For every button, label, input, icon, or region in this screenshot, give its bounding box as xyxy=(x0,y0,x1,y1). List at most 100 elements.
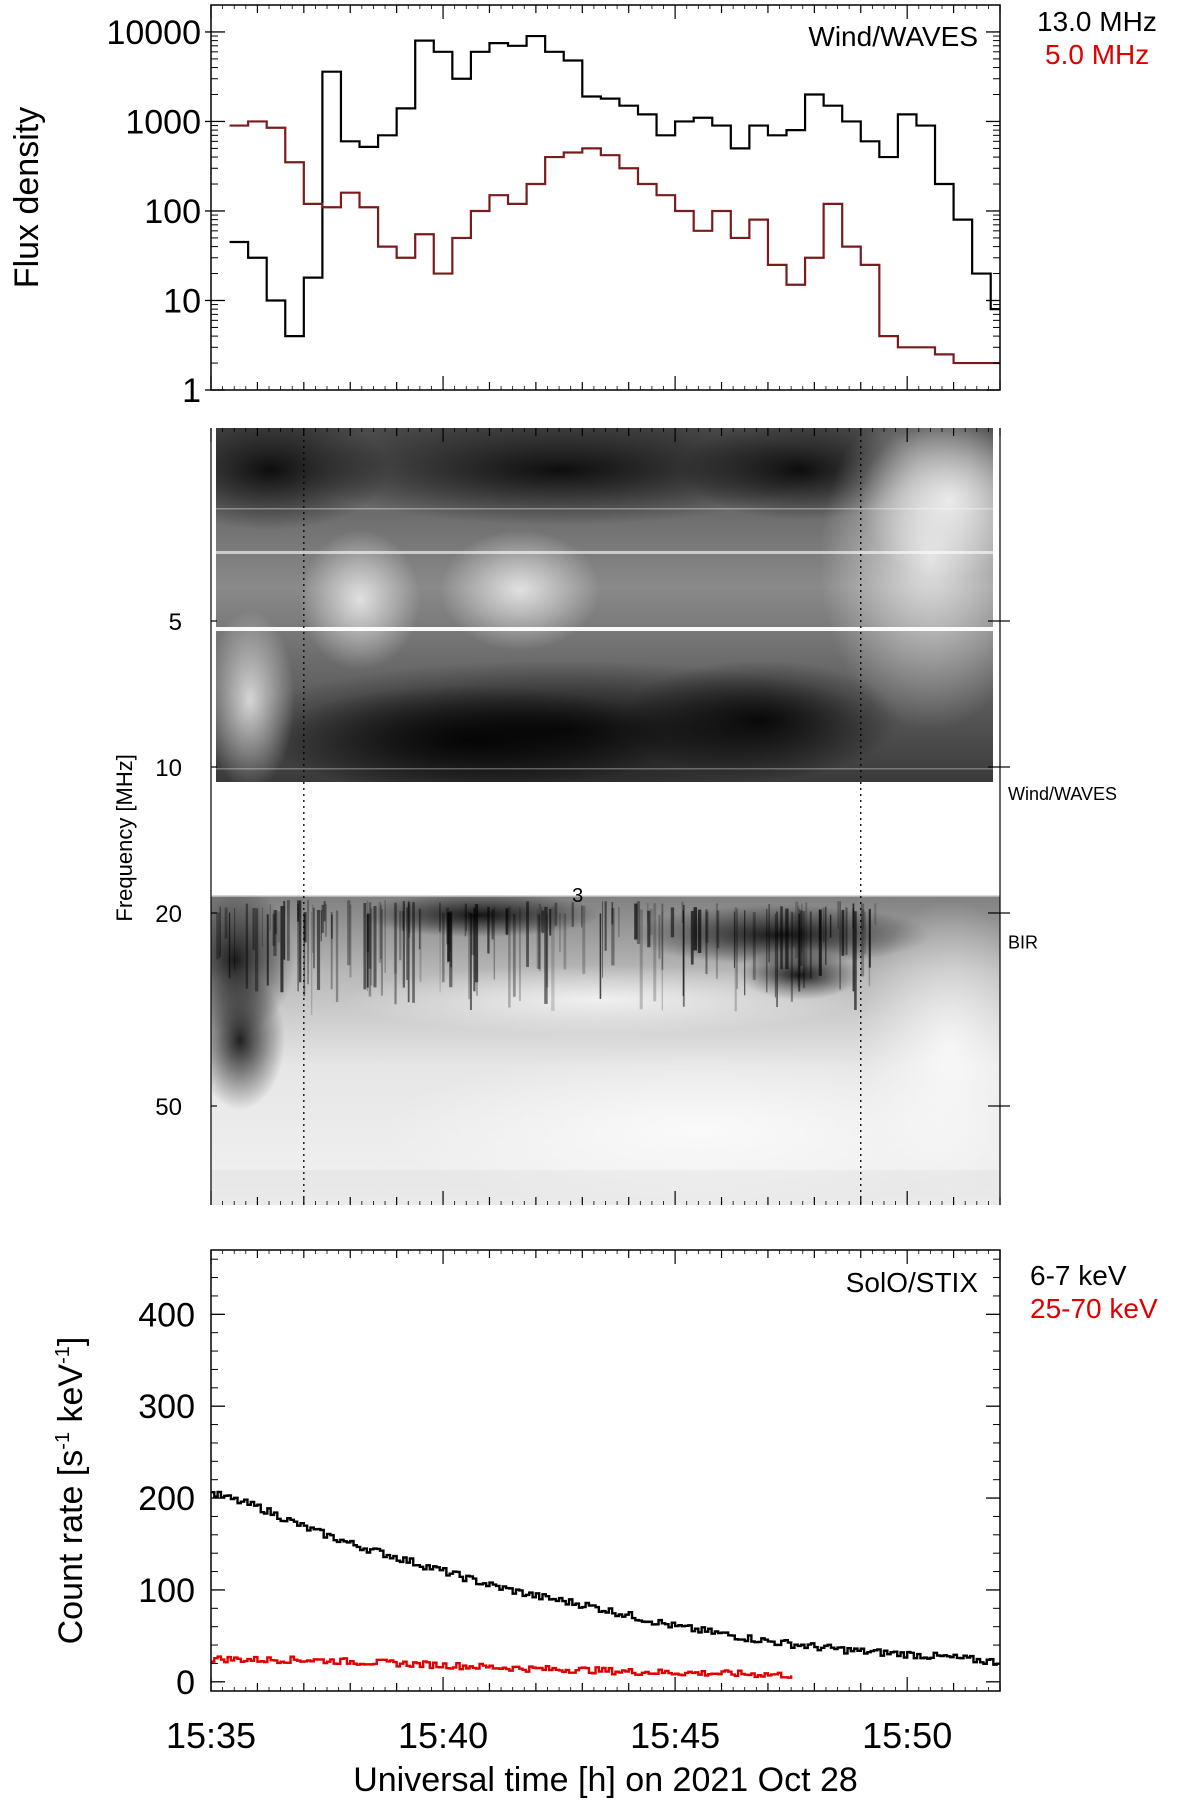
bir-burst-streak xyxy=(335,910,339,1002)
bir-burst-streak xyxy=(303,912,307,943)
bir-burst-streak xyxy=(228,912,231,979)
wind-waves-spectrogram xyxy=(216,428,993,782)
bir-burst-streak xyxy=(439,913,441,993)
bir-burst-streak xyxy=(407,901,410,1003)
bir-burst-streak xyxy=(744,910,746,996)
bir-burst-streak xyxy=(320,910,322,942)
count-y-tick-label: 300 xyxy=(138,1388,195,1426)
bir-burst-streak xyxy=(316,909,321,991)
ylabel-part-1: Count rate [s xyxy=(52,1450,90,1645)
bir-burst-streak xyxy=(471,913,475,956)
bir-burst-streak xyxy=(518,907,521,1002)
ylabel-sup-1: -1 xyxy=(52,1432,74,1450)
bir-burst-streak xyxy=(274,910,278,935)
bir-burst-streak xyxy=(618,907,620,938)
bir-burst-streak xyxy=(298,900,302,983)
x-tick-label: 15:45 xyxy=(630,1715,720,1756)
bir-burst-streak xyxy=(272,913,276,946)
bir-burst-streak xyxy=(537,914,541,969)
flux-y-axis-label: Flux density xyxy=(8,107,46,288)
legend-series-5mhz: 5.0 MHz xyxy=(1045,39,1149,70)
bir-burst-streak xyxy=(399,910,402,961)
bir-burst-streak xyxy=(818,909,822,976)
spectrogram-panel: 5 10 20 50 Frequency [MHz] Wind/WAVES BIR 3 xyxy=(112,428,1117,1205)
bir-burst-streak xyxy=(790,911,793,1002)
bir-burst-streak xyxy=(378,901,382,963)
bir-burst-streak xyxy=(545,913,549,988)
bir-burst-streak xyxy=(393,903,398,974)
bir-burst-streak xyxy=(347,900,351,966)
bir-burst-streak xyxy=(780,906,783,970)
bir-burst-streak xyxy=(331,914,333,939)
bir-burst-streak xyxy=(705,911,709,943)
bir-burst-streak xyxy=(402,901,405,988)
flux-panel-title: Wind/WAVES xyxy=(808,21,978,52)
legend-series-6-7kev: 6-7 keV xyxy=(1030,1260,1127,1291)
bir-burst-streak xyxy=(636,901,641,944)
bir-burst-streak xyxy=(280,906,284,993)
bir-burst-streak xyxy=(297,900,300,922)
bir-burst-streak xyxy=(363,903,367,990)
count-rate-series-line-0 xyxy=(211,1490,1000,1666)
wind-waves-instrument-label: Wind/WAVES xyxy=(1008,784,1117,804)
flux-y-tick-label: 1000 xyxy=(125,103,201,141)
bir-burst-streak xyxy=(599,913,602,999)
bir-burst-streak xyxy=(324,904,327,937)
count-y-tick-label: 100 xyxy=(138,1572,195,1610)
flux-y-tick-label: 10 xyxy=(163,282,201,320)
bir-burst-streak xyxy=(368,902,372,969)
bir-burst-streak xyxy=(653,903,657,1002)
bir-burst-streak xyxy=(473,907,476,992)
bir-burst-streak xyxy=(252,907,255,950)
bir-burst-streak xyxy=(785,908,789,970)
bir-burst-streak xyxy=(491,909,494,940)
bir-burst-streak xyxy=(447,912,450,962)
bir-burst-streak xyxy=(795,901,799,959)
bir-burst-streak xyxy=(269,904,271,931)
bir-burst-streak xyxy=(245,903,249,989)
bir-burst-streak xyxy=(512,913,516,997)
flux-series-line-0 xyxy=(229,34,1000,338)
bir-burst-streak xyxy=(716,910,720,949)
bir-burst-streak xyxy=(768,903,770,963)
bir-burst-streak xyxy=(475,905,479,996)
bir-burst-streak xyxy=(845,907,848,956)
count-y-tick-label: 200 xyxy=(138,1480,195,1518)
bir-burst-streak xyxy=(412,902,415,1003)
bir-burst-streak xyxy=(670,907,675,938)
bir-burst-streak xyxy=(380,909,383,996)
bir-burst-streak xyxy=(216,912,220,960)
x-axis-label: Universal time [h] on 2021 Oct 28 xyxy=(353,1761,858,1799)
bir-burst-streak xyxy=(307,900,309,985)
bir-burst-streak xyxy=(841,909,845,956)
ylabel-part-3: ] xyxy=(52,1337,90,1346)
bir-burst-streak xyxy=(536,909,538,969)
bir-burst-streak xyxy=(266,914,269,986)
bir-burst-streak xyxy=(799,910,803,966)
bir-burst-streak xyxy=(330,911,333,990)
bir-burst-streak xyxy=(776,911,778,1008)
bir-burst-streak xyxy=(418,908,421,950)
ylabel-sup-2: -1 xyxy=(52,1346,74,1364)
bir-burst-streak xyxy=(822,907,825,942)
count-y-tick-label: 0 xyxy=(176,1664,195,1702)
bir-burst-streak xyxy=(837,901,839,929)
bir-burst-streak xyxy=(402,910,405,931)
bir-burst-streak xyxy=(349,904,352,978)
legend-series-25-70kev: 25-70 keV xyxy=(1030,1293,1158,1324)
freq-y-tick-label: 20 xyxy=(155,901,182,928)
bir-burst-streak xyxy=(802,911,806,989)
bir-burst-streak xyxy=(465,903,467,932)
bir-burst-streak xyxy=(792,912,796,947)
bir-burst-streak xyxy=(634,903,638,940)
freq-y-tick-label: 10 xyxy=(155,755,182,782)
bir-burst-streak xyxy=(368,913,372,997)
count-rate-panel-title: SolO/STIX xyxy=(846,1267,979,1298)
bir-burst-streak xyxy=(868,910,871,987)
x-tick-label: 15:50 xyxy=(862,1715,952,1756)
bir-burst-streak xyxy=(697,909,702,953)
bir-burst-streak xyxy=(464,903,467,937)
bir-burst-streak xyxy=(286,900,290,961)
bir-burst-streak xyxy=(406,907,408,980)
